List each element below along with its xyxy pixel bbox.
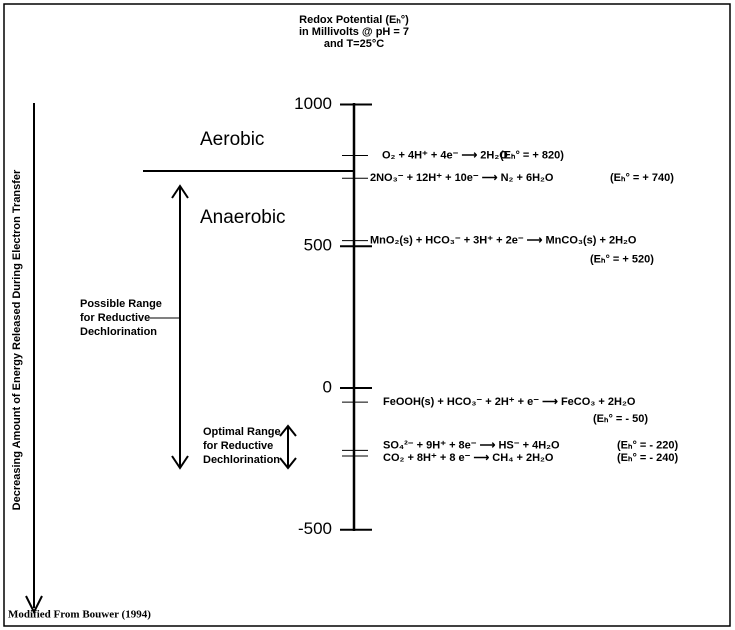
reaction-potential: (Eₕ° = + 740) <box>610 172 674 184</box>
zone-label: Aerobic <box>200 129 264 150</box>
title-line: and T=25°C <box>324 38 384 50</box>
source-note: Modified From Bouwer (1994) <box>8 609 151 621</box>
reaction-equation: MnO₂(s) + HCO₃⁻ + 3H⁺ + 2e⁻ ⟶ MnCO₃(s) +… <box>370 234 637 246</box>
reaction-equation: FeOOH(s) + HCO₃⁻ + 2H⁺ + e⁻ ⟶ FeCO₃ + 2H… <box>383 396 636 408</box>
range-label: Dechlorination <box>80 326 157 338</box>
arrow-head <box>279 424 297 470</box>
title-line: Redox Potential (Eₕ°) <box>299 14 409 26</box>
range-label: Possible Range <box>80 298 162 310</box>
reaction-potential: (Eₕ° = - 50) <box>593 413 648 425</box>
arrow-head <box>171 184 189 470</box>
range-label: for Reductive <box>80 312 150 324</box>
reaction-potential: (Eₕ° = + 820) <box>500 149 564 161</box>
axis-tick-label: 1000 <box>294 94 332 113</box>
axis-tick-label: 500 <box>304 236 332 255</box>
axis-tick-label: -500 <box>298 519 332 538</box>
range-label: for Reductive <box>203 440 273 452</box>
frame <box>3 3 731 627</box>
title-line: in Millivolts @ pH = 7 <box>299 26 409 38</box>
energy-label: Decreasing Amount of Energy Released Dur… <box>11 169 23 510</box>
axis-tick-label: 0 <box>323 377 332 396</box>
range-label: Optimal Range <box>203 426 281 438</box>
reaction-potential: (Eₕ° = - 240) <box>617 452 678 464</box>
reaction-equation: 2NO₃⁻ + 12H⁺ + 10e⁻ ⟶ N₂ + 6H₂O <box>370 172 554 184</box>
reaction-equation: CO₂ + 8H⁺ + 8 e⁻ ⟶ CH₄ + 2H₂O <box>383 452 554 464</box>
range-label: Dechlorination <box>203 454 280 466</box>
reaction-equation: O₂ + 4H⁺ + 4e⁻ ⟶ 2H₂O <box>382 149 508 161</box>
reaction-potential: (Eₕ° = + 520) <box>590 253 654 265</box>
zone-label: Anaerobic <box>200 207 286 228</box>
arrow-head <box>25 595 43 615</box>
reaction-equation: SO₄²⁻ + 9H⁺ + 8e⁻ ⟶ HS⁻ + 4H₂O <box>383 439 560 451</box>
reaction-potential: (Eₕ° = - 220) <box>617 439 678 451</box>
